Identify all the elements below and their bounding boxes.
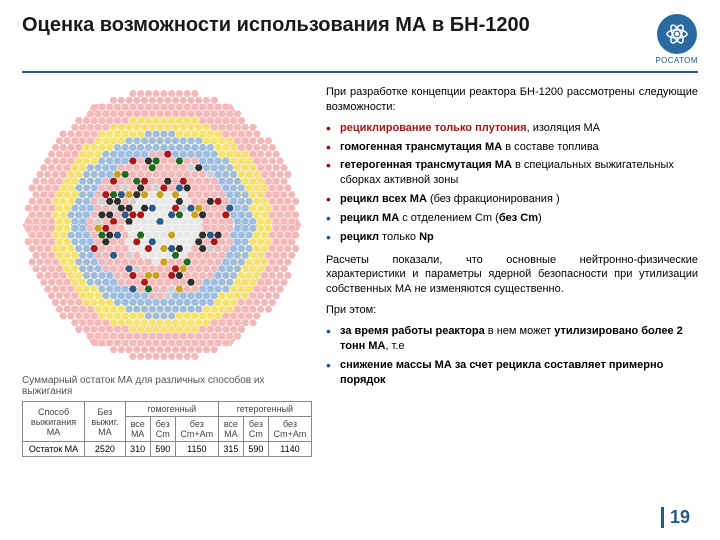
th-g-nocm: без Cm xyxy=(243,417,268,442)
cell: 590 xyxy=(243,442,268,457)
list-item: за время работы реактора в нем может ути… xyxy=(326,324,698,354)
list-item: рециклирование только плутония, изоляция… xyxy=(326,121,698,136)
th-g-all: все МА xyxy=(218,417,243,442)
intro-text: При разработке концепции реактора БН-120… xyxy=(326,85,698,115)
cell: 590 xyxy=(150,442,175,457)
cell: 2520 xyxy=(85,442,126,457)
page-number: 19 xyxy=(661,507,690,528)
brand-label: РОСАТОМ xyxy=(655,56,698,65)
cell: 1150 xyxy=(175,442,218,457)
results-paragraph: Расчеты показали, что основные нейтронно… xyxy=(326,253,698,298)
list-item: гетерогенная трансмутация МА в специальн… xyxy=(326,158,698,188)
th-h-nocmam: без Cm+Am xyxy=(175,417,218,442)
title-underline xyxy=(22,71,698,73)
row-label: Остаток МА xyxy=(23,442,85,457)
cell: 310 xyxy=(125,442,150,457)
rosatom-icon xyxy=(657,14,697,54)
th-homogen: гомогенный xyxy=(125,402,218,417)
brand-logo: РОСАТОМ xyxy=(655,14,698,65)
th-none: Без выжиг. МА xyxy=(85,402,126,442)
list-item: гомогенная трансмутация МА в составе топ… xyxy=(326,140,698,155)
th-method: Способ выжигания МА xyxy=(23,402,85,442)
pri-etom: При этом: xyxy=(326,303,698,318)
list-item: рецикл только Np xyxy=(326,230,698,245)
list-item: снижение массы МА за счет рецикла состав… xyxy=(326,358,698,388)
th-h-nocm: без Cm xyxy=(150,417,175,442)
options-list: рециклирование только плутония, изоляция… xyxy=(326,121,698,245)
table-caption: Суммарный остаток МА для различных спосо… xyxy=(22,375,312,397)
cell: 1140 xyxy=(268,442,311,457)
list-item: рецикл МА с отделением Cm (без Cm) xyxy=(326,211,698,226)
table-row: Остаток МА 2520 310 590 1150 315 590 114… xyxy=(23,442,312,457)
th-g-nocmam: без Cm+Am xyxy=(268,417,311,442)
list-item: рецикл всех МА (без фракционирования ) xyxy=(326,192,698,207)
page-title: Оценка возможности использования МА в БН… xyxy=(22,14,530,37)
reactor-core-diagram xyxy=(22,85,302,365)
th-hetero: гетерогенный xyxy=(218,402,311,417)
residual-ma-table: Способ выжигания МА Без выжиг. МА гомоге… xyxy=(22,401,312,457)
cell: 315 xyxy=(218,442,243,457)
conclusions-list: за время работы реактора в нем может ути… xyxy=(326,324,698,387)
th-h-all: все МА xyxy=(125,417,150,442)
